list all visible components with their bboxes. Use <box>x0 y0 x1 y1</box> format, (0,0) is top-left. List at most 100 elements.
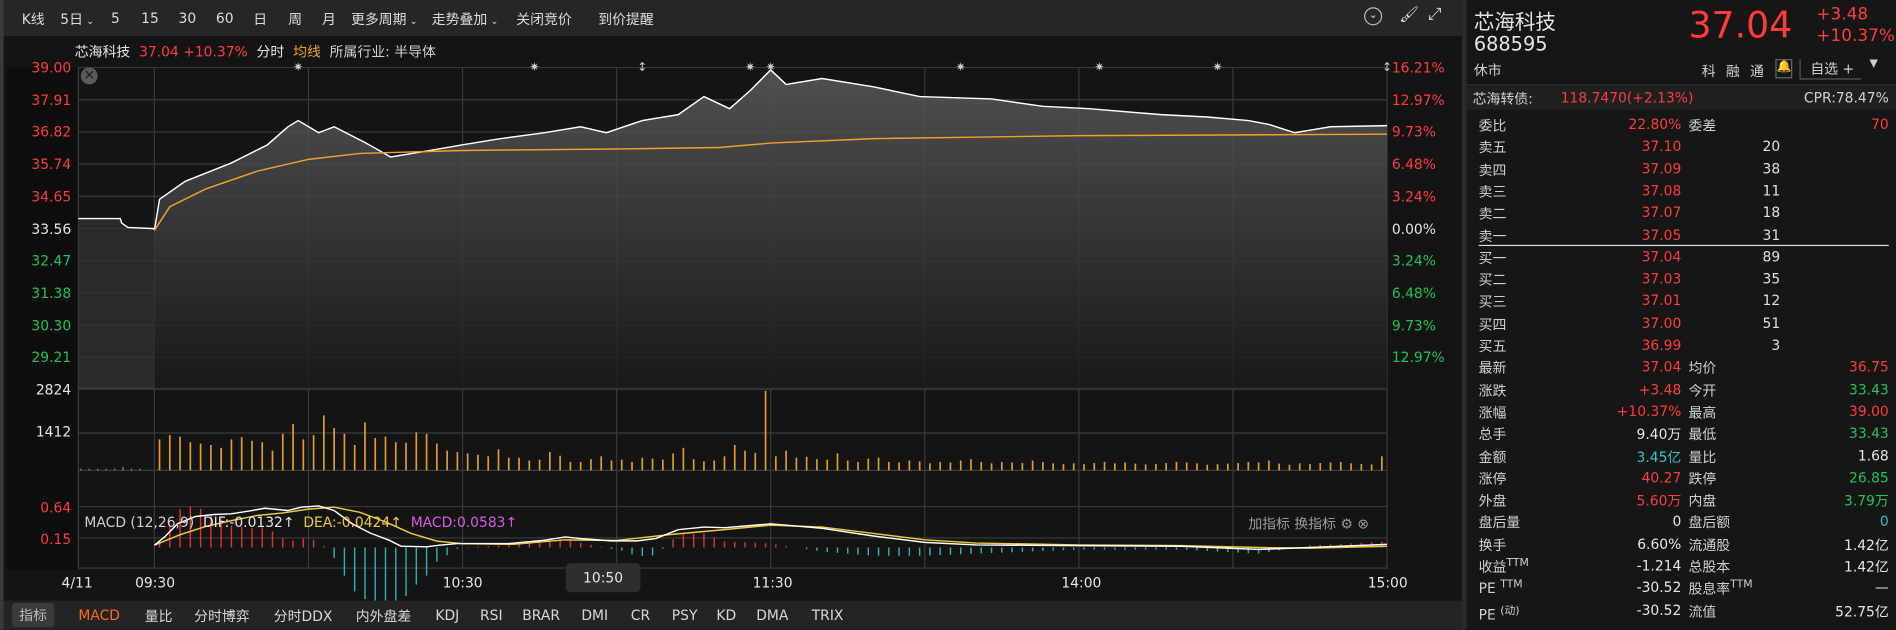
brush-icon[interactable]: 🖌 <box>1399 6 1419 25</box>
tab-indicator-2[interactable]: 分时博弈 <box>194 607 250 625</box>
tab-kline[interactable]: K线 <box>21 10 45 28</box>
stat-label-text: 盘后额 <box>1688 514 1731 532</box>
tab-indicator-1[interactable]: 量比 <box>144 607 173 625</box>
header-price: 37.04 <box>139 43 179 61</box>
ask-label: 卖二 <box>1478 205 1507 223</box>
price-area-fill <box>154 69 1388 389</box>
ask-label: 卖五 <box>1478 139 1507 156</box>
close-auction-button[interactable]: 关闭竞价 <box>516 10 572 28</box>
tag-connect: 通 <box>1750 62 1764 80</box>
fullscreen-icon[interactable]: ⤢ <box>1428 4 1442 25</box>
updown-marker-icon: ↕ <box>637 60 647 74</box>
indicator-button[interactable]: 指标 <box>12 603 55 628</box>
macd-axis-label: 0.15 <box>40 530 72 548</box>
stat-label-suffix: (动) <box>1500 604 1520 618</box>
intraday-chart[interactable]: ✷ ✷ ↕ ✷ ✷ ✷ ✷ ✷ ↕ <box>4 36 1463 601</box>
tab-30min[interactable]: 30 <box>178 9 197 27</box>
tab-indicator-5[interactable]: KDJ <box>435 606 460 624</box>
stat-label: 今开 <box>1689 381 1717 400</box>
stat-label: PE (动) <box>1479 601 1520 623</box>
tab-indicator-4[interactable]: 内外盘差 <box>355 607 412 625</box>
add-watchlist-button[interactable]: 自选 + <box>1799 59 1862 80</box>
tab-indicator-9[interactable]: CR <box>630 606 651 624</box>
industry-label[interactable]: 所属行业: 半导体 <box>329 43 436 61</box>
tab-indicator-6[interactable]: RSI <box>480 606 503 624</box>
event-star-icon: ✷ <box>293 60 303 74</box>
stat-label: 流通股 <box>1689 535 1731 554</box>
stat-label-suffix: TTM <box>1506 557 1529 570</box>
chevron-circle-icon[interactable]: ⌄ <box>1364 7 1383 26</box>
stat-label-text: 换手 <box>1478 536 1507 554</box>
tab-indicator-10[interactable]: PSY <box>671 606 698 624</box>
stat-label-text: 总手 <box>1478 425 1507 443</box>
stat-label-text: 今开 <box>1688 381 1717 399</box>
bid-price: 36.99 <box>1641 336 1682 354</box>
tab-5day-label: 5日 <box>60 10 84 28</box>
book-divider <box>1478 244 1889 246</box>
pct-axis-label: 3.24% <box>1391 187 1436 205</box>
tab-indicator-13[interactable]: TRIX <box>811 606 844 624</box>
tab-60min[interactable]: 60 <box>215 9 234 27</box>
tab-5day[interactable]: 5日 ⌄ <box>60 10 94 29</box>
close-icon[interactable]: ⊗ <box>1357 515 1369 532</box>
tab-month[interactable]: 月 <box>322 10 336 28</box>
ask-qty: 20 <box>1762 137 1781 155</box>
bond-label: 芯海转债: <box>1472 90 1533 108</box>
trend-overlay-dropdown[interactable]: 走势叠加 ⌄ <box>432 10 499 29</box>
stat-label: 收益TTM <box>1479 557 1529 576</box>
ask-price: 37.07 <box>1641 204 1682 221</box>
tab-15min[interactable]: 15 <box>141 9 159 27</box>
convertible-bond-bar[interactable]: 芯海转债: 118.7470(+2.13%) CPR:78.47% <box>1466 86 1896 110</box>
tab-indicator-12[interactable]: DMA <box>756 606 789 624</box>
stat-label: PE TTM <box>1479 579 1523 597</box>
bid-label: 买二 <box>1478 271 1507 289</box>
stat-value: -1.214 <box>1636 557 1682 575</box>
stat-label-text: 收益 <box>1478 558 1507 576</box>
stat-label-text: 最新 <box>1478 359 1507 377</box>
tab-indicator-0[interactable]: MACD <box>78 606 120 624</box>
more-periods-dropdown[interactable]: 更多周期 ⌄ <box>351 10 418 29</box>
bid-qty: 12 <box>1762 292 1781 310</box>
stat-value: -30.52 <box>1636 601 1682 619</box>
stat-value: 36.75 <box>1849 358 1889 376</box>
stat-value: 3.45亿 <box>1636 448 1682 465</box>
stat-value: — <box>1874 579 1889 597</box>
tab-day[interactable]: 日 <box>253 10 268 28</box>
stat-label-text: 内盘 <box>1688 492 1717 510</box>
close-overlay-icon[interactable]: ✕ <box>80 67 98 85</box>
bid-label: 买四 <box>1478 315 1507 333</box>
caret-down-icon[interactable]: ▼ <box>1869 57 1878 70</box>
macd-title: MACD (12,26,9) <box>84 513 195 531</box>
tab-indicator-8[interactable]: DMI <box>581 606 609 624</box>
price-alert-button[interactable]: 到价提醒 <box>598 10 654 28</box>
timeshare-label[interactable]: 分时 <box>256 43 285 61</box>
chart-area: ✷ ✷ ↕ ✷ ✷ ✷ ✷ ✷ ↕ 芯海科技 37.04 +10.37% 分时 均线 所属行业:… <box>0 36 1463 601</box>
stat-label: 总手 <box>1479 425 1507 444</box>
price-axis-label: 32.47 <box>31 252 72 270</box>
tab-indicator-7[interactable]: BRAR <box>522 606 560 624</box>
tab-week[interactable]: 周 <box>288 10 303 28</box>
stat-label-text: 盘后量 <box>1478 514 1521 532</box>
gear-icon[interactable]: ⚙ <box>1340 515 1353 532</box>
tab-indicator-11[interactable]: KD <box>716 606 737 624</box>
stat-label-text: 流通股 <box>1688 536 1731 554</box>
stat-label-text: 金额 <box>1478 448 1507 465</box>
weibi-label: 委比 <box>1478 116 1507 134</box>
pct-axis-label: 3.24% <box>1391 252 1436 270</box>
tag-margin: 融 <box>1725 62 1740 80</box>
stat-value: 6.60% <box>1637 535 1682 553</box>
switch-indicator-button[interactable]: 换指标 <box>1294 515 1336 532</box>
chart-header: 芯海科技 37.04 +10.37% 分时 均线 所属行业: 半导体 <box>75 42 436 61</box>
tab-5min[interactable]: 5 <box>110 9 120 27</box>
stat-label: 股息率TTM <box>1689 579 1753 598</box>
add-indicator-button[interactable]: 加指标 <box>1248 515 1290 532</box>
macd-dea: DEA:-0.0424 <box>303 513 391 531</box>
stat-label: 总股本 <box>1689 557 1731 576</box>
tab-indicator-3[interactable]: 分时DDX <box>273 607 333 625</box>
avg-line-label[interactable]: 均线 <box>293 43 321 61</box>
stat-value: 33.43 <box>1849 380 1889 398</box>
bond-cpr: CPR:78.47% <box>1803 89 1889 107</box>
ask-qty: 11 <box>1762 181 1781 199</box>
bell-icon[interactable]: 🔔 <box>1775 59 1793 79</box>
price-line <box>153 68 1388 231</box>
